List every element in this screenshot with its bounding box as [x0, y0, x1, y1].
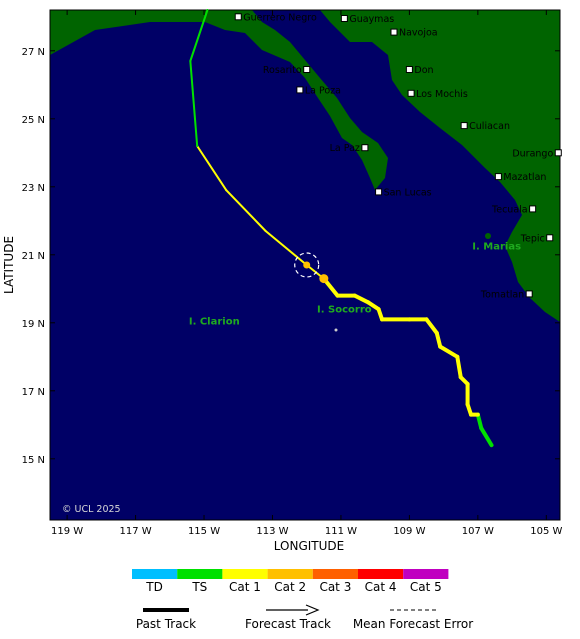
lon-tick-label: 115 W — [188, 526, 220, 537]
city-label: Durango — [512, 148, 553, 159]
plot-border — [49, 9, 561, 521]
city-marker — [554, 149, 562, 157]
forecast-track-segment — [189, 9, 209, 62]
lon-tick-label: 117 W — [119, 526, 151, 537]
y-axis-title: LATITUDE — [2, 236, 16, 294]
category-swatch — [222, 569, 268, 579]
city-marker — [375, 188, 383, 196]
island-label: I. Marias — [472, 242, 521, 253]
forecast-track-legend-label: Forecast Track — [245, 617, 331, 631]
city-marker — [494, 173, 502, 181]
mean-error-legend-label: Mean Forecast Error — [353, 617, 473, 631]
legend: TD TS Cat 1 Cat 2 Cat 3 Cat 4 Cat 5 Past Track… — [132, 569, 473, 631]
forecast-track-segment — [225, 189, 267, 232]
category-label: TD — [145, 580, 163, 594]
axis-ticks: 119 W 117 W 115 W 113 W 111 W 109 W 107 W 105 W… — [22, 10, 562, 537]
city-label: Don — [414, 65, 433, 76]
past-track-segment — [455, 354, 463, 380]
lon-tick-label: 113 W — [256, 526, 288, 537]
city-marker — [303, 66, 311, 73]
city-marker — [405, 66, 413, 73]
city-marker — [296, 86, 304, 94]
mainland-mexico — [320, 10, 560, 322]
city-label: La Paz — [330, 143, 360, 154]
x-axis-title: LONGITUDE — [274, 539, 344, 553]
category-swatch — [132, 569, 178, 579]
category-label: Cat 2 — [274, 580, 306, 594]
past-track-segment — [352, 293, 371, 305]
city-label: Los Mochis — [416, 89, 468, 100]
islas-marias — [485, 233, 491, 239]
city-marker — [340, 15, 348, 22]
forecast-track-segment — [189, 60, 199, 147]
past-track-segment — [424, 317, 439, 335]
city-label: Mazatlan — [503, 172, 546, 183]
city-marker — [390, 28, 398, 36]
island-label: I. Socorro — [317, 305, 372, 316]
city-label: Guaymas — [349, 14, 394, 25]
lat-tick-label: 25 N — [22, 115, 45, 126]
past-track-legend-label: Past Track — [136, 617, 196, 631]
category-swatch — [358, 569, 404, 579]
city-label: Culiacan — [469, 121, 510, 132]
storm-position-marker — [319, 274, 329, 284]
city-label: Navojoa — [399, 28, 438, 39]
category-label: Cat 3 — [319, 580, 351, 594]
forecast-arrow-icon — [305, 604, 320, 616]
city-label: Tomatlan — [480, 289, 524, 300]
category-label: TS — [191, 580, 207, 594]
island-labels: I. Marias I. Socorro I. Clarion — [189, 242, 521, 328]
past-track-segment — [479, 426, 494, 448]
copyright-text: © UCL 2025 — [62, 504, 121, 515]
city-marker — [525, 290, 533, 298]
past-track-segment — [366, 300, 381, 312]
forecast-track-segment — [264, 230, 308, 266]
forecast-track-segment — [196, 145, 228, 192]
city-marker — [407, 89, 415, 97]
city-marker — [546, 234, 554, 242]
storm-track — [189, 9, 494, 448]
past-track-segment — [475, 412, 484, 431]
category-label: Cat 5 — [410, 580, 442, 594]
city-label: Tecuala — [491, 204, 528, 215]
category-color-bar: TD TS Cat 1 Cat 2 Cat 3 Cat 4 Cat 5 — [132, 569, 449, 594]
past-track-segment — [434, 331, 443, 349]
lon-tick-label: 109 W — [393, 526, 425, 537]
city-marker — [460, 122, 468, 130]
lat-tick-label: 23 N — [22, 183, 45, 194]
storm-position-marker — [303, 261, 311, 269]
category-label: Cat 1 — [229, 580, 261, 594]
lat-tick-label: 19 N — [22, 319, 45, 330]
baja-peninsula — [50, 10, 388, 190]
lat-tick-label: 21 N — [22, 251, 45, 262]
isla-socorro-dot — [334, 328, 338, 332]
category-swatch — [267, 569, 313, 579]
lon-tick-label: 105 W — [530, 526, 562, 537]
category-label: Cat 4 — [365, 580, 397, 594]
past-track-segment — [438, 344, 460, 359]
forecast-error-circle — [294, 252, 320, 278]
city-label: Tepic — [520, 233, 545, 244]
city-label: La Poza — [305, 85, 341, 96]
category-swatch — [312, 569, 358, 579]
lon-tick-label: 107 W — [462, 526, 494, 537]
category-swatch — [403, 569, 449, 579]
lat-tick-label: 15 N — [22, 455, 45, 466]
category-swatch — [177, 569, 223, 579]
city-marker — [529, 205, 537, 213]
lon-tick-label: 119 W — [51, 526, 83, 537]
lon-tick-label: 111 W — [325, 526, 357, 537]
city-label: Rosarito — [263, 65, 302, 76]
city-marker — [234, 13, 242, 21]
city-label: San Lucas — [384, 187, 432, 198]
lat-tick-label: 27 N — [22, 47, 45, 58]
city-labels: Guerrero Negro Guaymas Navojoa Rosarito Don L… — [234, 12, 562, 300]
city-marker — [361, 144, 369, 152]
island-label: I. Clarion — [189, 317, 240, 328]
lat-tick-label: 17 N — [22, 387, 45, 398]
city-label: Guerrero Negro — [243, 12, 317, 23]
